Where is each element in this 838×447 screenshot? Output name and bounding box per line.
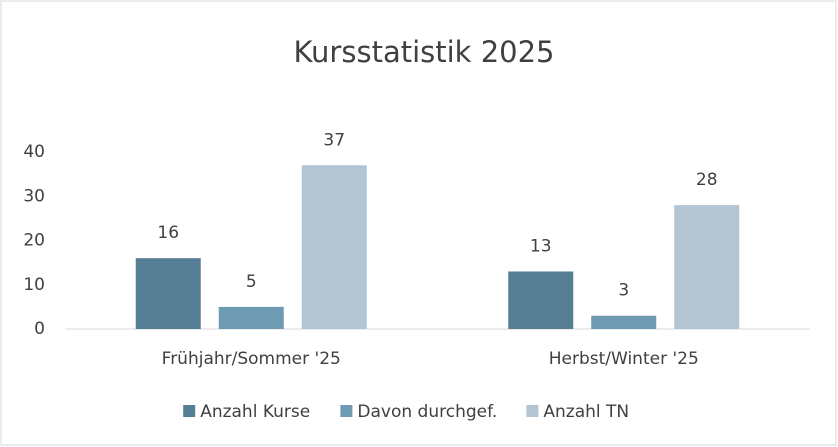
bar [508,271,574,329]
bar [135,258,201,329]
bar [674,205,740,329]
value-label: 5 [246,272,257,292]
chart-title: Kursstatistik 2025 [293,35,554,69]
legend-label: Anzahl Kurse [200,402,310,422]
y-tick-label: 20 [23,231,45,251]
y-tick-label: 30 [23,186,45,206]
x-tick-label: Frühjahr/Sommer '25 [162,349,341,369]
legend-label: Davon durchgef. [357,402,497,422]
legend-label: Anzahl TN [543,402,629,422]
value-label: 37 [323,130,345,150]
legend-swatch [183,405,196,417]
value-label: 16 [157,223,179,243]
y-tick-label: 10 [23,275,45,295]
bar [591,315,657,329]
legend-swatch [526,405,539,417]
x-tick-label: Herbst/Winter '25 [549,349,699,369]
legend-swatch [340,405,353,417]
y-tick-label: 0 [34,319,45,339]
y-tick-label: 40 [23,142,45,162]
bar [301,165,367,329]
value-label: 28 [696,170,718,190]
value-label: 3 [618,281,629,301]
value-label: 13 [530,236,552,256]
bar [218,306,284,329]
